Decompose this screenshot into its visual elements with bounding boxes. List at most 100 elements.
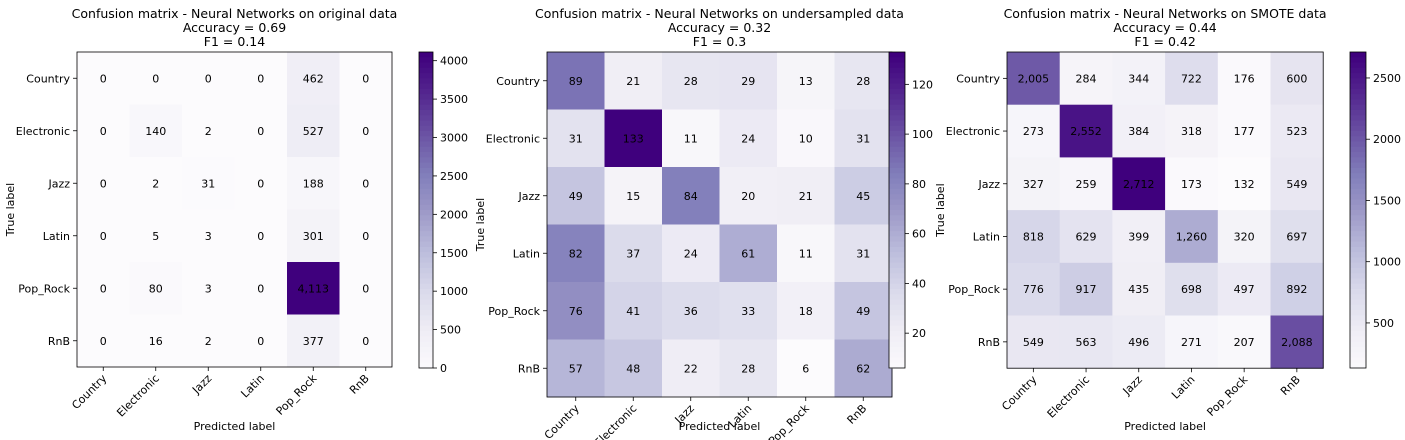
colorbar-tick-label: 3500 <box>440 93 468 106</box>
heatmap-cell <box>339 262 393 315</box>
colorbar-segment <box>889 241 905 248</box>
x-tick-label: Electronic <box>1045 373 1093 421</box>
colorbar-segment <box>419 99 433 106</box>
colorbar-segment <box>889 178 905 185</box>
colorbar-segment <box>419 52 433 58</box>
colorbar-segment <box>889 167 905 174</box>
cell-value-label: 207 <box>1234 336 1255 349</box>
cell-value-label: 0 <box>100 177 107 190</box>
heatmap-cell <box>1165 262 1219 316</box>
heatmap-cell <box>182 209 235 263</box>
colorbar-segment <box>1350 162 1366 169</box>
colorbar-segment <box>1350 325 1366 332</box>
colorbar-segment <box>889 99 905 106</box>
heatmap-cell <box>547 224 605 283</box>
colorbar-segment <box>1350 57 1366 64</box>
colorbar-segment <box>419 257 433 264</box>
colorbar-tick-label: 500 <box>1373 317 1394 330</box>
heatmap-cell <box>129 314 183 368</box>
cell-value-label: 0 <box>257 72 264 85</box>
colorbar-tick-label: 100 <box>912 128 933 141</box>
x-tick-label: Latin <box>238 372 266 400</box>
colorbar-segment <box>1350 231 1366 237</box>
colorbar-segment <box>889 231 905 237</box>
colorbar-segment <box>419 115 433 122</box>
heatmap-cell <box>1165 52 1219 106</box>
heatmap-cell <box>129 157 183 210</box>
cell-value-label: 13 <box>799 75 813 88</box>
heatmap-cell <box>234 52 288 105</box>
cell-value-label: 6 <box>802 362 809 375</box>
cell-value-label: 11 <box>684 132 698 145</box>
colorbar-segment <box>1350 336 1366 343</box>
cell-value-label: 29 <box>741 75 755 88</box>
colorbar-segment <box>419 178 433 185</box>
heatmap-cell <box>1217 315 1271 369</box>
cell-value-label: 273 <box>1023 125 1044 138</box>
y-tick-label: Pop_Rock <box>488 305 540 318</box>
x-tick-label: Electronic <box>592 402 640 440</box>
heatmap-cell <box>1217 52 1271 106</box>
x-tick-label: RnB <box>1278 373 1303 398</box>
chart-subtitle-line: Accuracy = 0.44 <box>1113 20 1216 35</box>
heatmap-cell <box>1270 315 1324 369</box>
heatmap-cell <box>1217 262 1271 316</box>
colorbar-segment <box>419 104 433 111</box>
colorbar-segment <box>889 104 905 111</box>
heatmap-cell <box>834 109 893 168</box>
colorbar-segment <box>1350 352 1366 359</box>
colorbar-segment <box>889 115 905 122</box>
colorbar-segment <box>1350 152 1366 158</box>
colorbar-segment <box>889 67 905 74</box>
heatmap-cell <box>662 109 720 168</box>
heatmap-cell <box>834 339 893 398</box>
y-tick-label: RnB <box>978 336 1000 349</box>
x-tick-label: Electronic <box>114 372 162 420</box>
colorbar-tick-label: 1000 <box>440 285 468 298</box>
cell-value-label: 435 <box>1128 283 1149 296</box>
cell-value-label: 776 <box>1023 283 1044 296</box>
cell-value-label: 0 <box>257 335 264 348</box>
cell-value-label: 4,113 <box>298 282 330 295</box>
heatmap-cell <box>1270 157 1324 211</box>
cell-value-label: 818 <box>1023 230 1044 243</box>
chart-subtitle-line: Accuracy = 0.32 <box>668 20 771 35</box>
heatmap-cell <box>1059 104 1113 158</box>
colorbar-segment <box>889 173 905 179</box>
cell-value-label: 384 <box>1128 125 1149 138</box>
colorbar-segment <box>419 162 433 169</box>
colorbar-segment <box>1350 120 1366 127</box>
colorbar-segment <box>419 320 433 327</box>
colorbar-segment <box>1350 246 1366 253</box>
colorbar-segment <box>1350 83 1366 90</box>
colorbar-tick-label: 2000 <box>440 208 468 221</box>
cell-value-label: 3 <box>205 282 212 295</box>
cell-value-label: 629 <box>1076 230 1097 243</box>
colorbar-segment <box>1350 125 1366 132</box>
colorbar-segment <box>1350 73 1366 79</box>
cell-value-label: 28 <box>684 75 698 88</box>
colorbar-segment <box>419 283 433 290</box>
cell-value-label: 84 <box>684 190 698 203</box>
chart-title: Confusion matrix - Neural Networks on un… <box>535 6 904 21</box>
heatmap-cell <box>1217 104 1271 158</box>
colorbar-segment <box>889 289 905 295</box>
heatmap-cell <box>77 157 130 210</box>
cell-value-label: 2,005 <box>1018 72 1050 85</box>
colorbar-segment <box>1350 167 1366 174</box>
cell-value-label: 344 <box>1128 72 1149 85</box>
colorbar-segment <box>419 315 433 322</box>
cell-value-label: 549 <box>1286 178 1307 191</box>
colorbar-segment <box>419 173 433 179</box>
y-tick-label: Country <box>956 72 1000 85</box>
heatmap-cell <box>1059 262 1113 316</box>
cell-value-label: 462 <box>303 72 324 85</box>
y-tick-label: Electronic <box>946 125 1000 138</box>
cell-value-label: 0 <box>100 335 107 348</box>
colorbar-segment <box>419 346 433 353</box>
colorbar-segment <box>889 346 905 353</box>
colorbar-segment <box>889 199 905 206</box>
cell-value-label: 284 <box>1076 72 1097 85</box>
heatmap-cell <box>339 209 393 263</box>
colorbar-segment <box>1350 141 1366 148</box>
